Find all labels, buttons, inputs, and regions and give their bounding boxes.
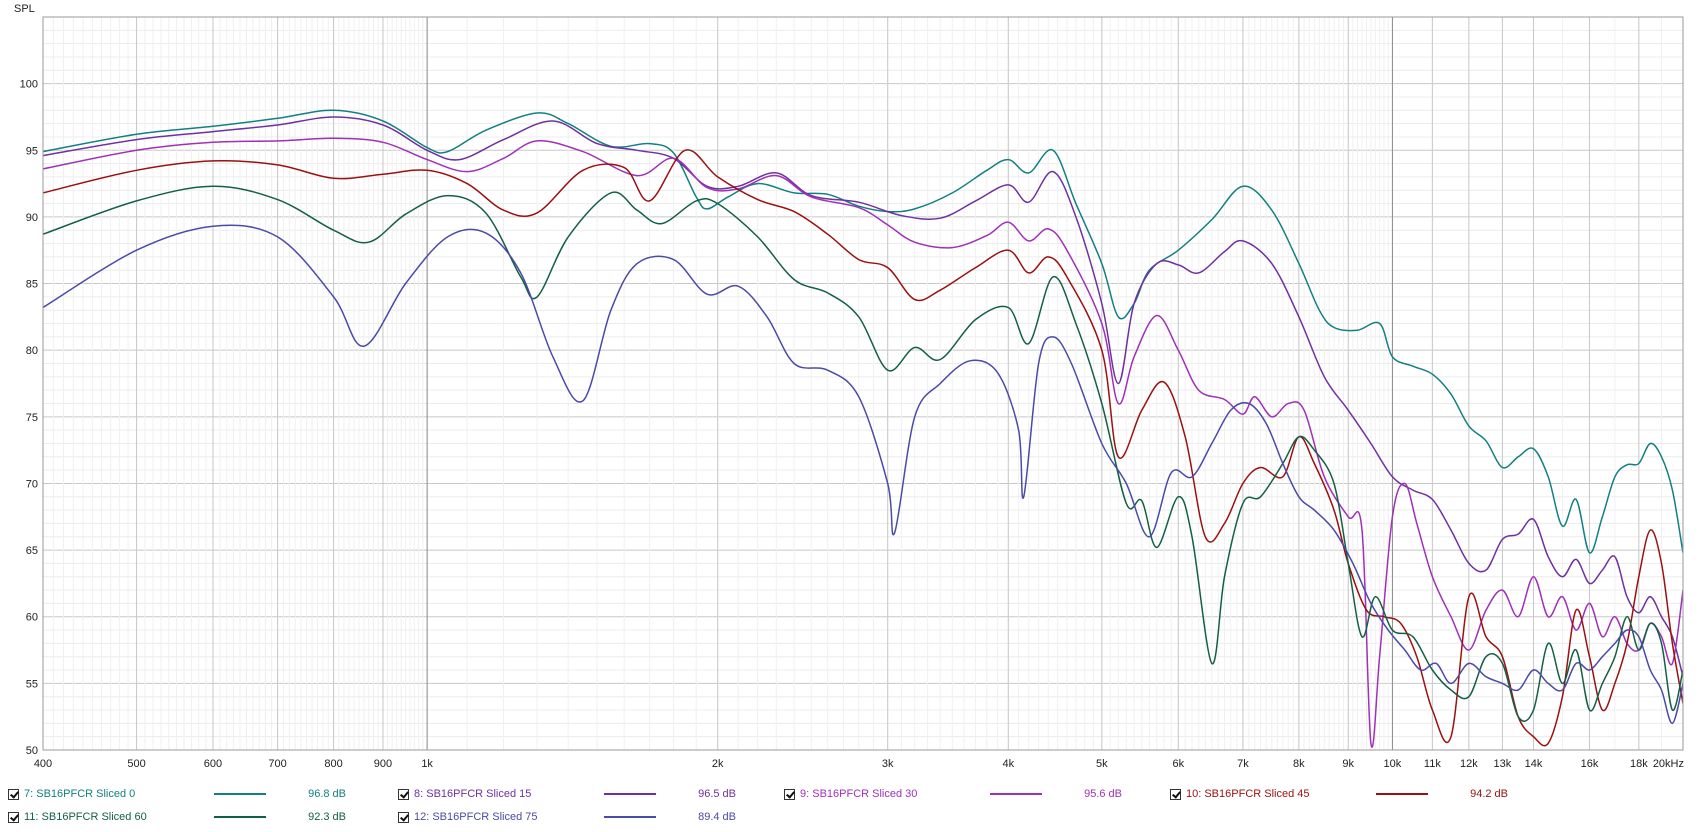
y-tick-label: 75 xyxy=(26,412,38,424)
legend-series-name: 12: SB16PFCR Sliced 75 xyxy=(414,811,538,823)
legend-series-name: 9: SB16PFCR Sliced 30 xyxy=(800,788,918,800)
x-tick-labels: 400 500 600 700 800 900 1k 2k 3k 4k 5k 6k 7k 8k 9k 10k 1… xyxy=(34,758,1684,770)
legend-item: 11: SB16PFCR Sliced 60 92.3 dB xyxy=(8,807,346,827)
legend-swatch xyxy=(604,793,656,795)
y-tick-label: 80 xyxy=(26,345,38,357)
y-tick-label: 95 xyxy=(26,145,38,157)
x-tick-label: 9k xyxy=(1342,758,1354,770)
y-axis-label: SPL xyxy=(14,3,35,15)
legend-value: 94.2 dB xyxy=(1470,788,1508,800)
y-tick-label: 70 xyxy=(26,478,38,490)
series-line-1 xyxy=(43,109,1683,554)
x-tick-label: 14k xyxy=(1525,758,1543,770)
x-tick-label: 8k xyxy=(1293,758,1305,770)
legend-checkbox[interactable] xyxy=(1170,788,1181,800)
legend-item: 7: SB16PFCR Sliced 0 96.8 dB xyxy=(8,784,346,804)
legend-value: 96.8 dB xyxy=(308,788,346,800)
x-tick-label: 7k xyxy=(1237,758,1249,770)
x-tick-label: 10k xyxy=(1384,758,1402,770)
legend-value: 92.3 dB xyxy=(308,811,346,823)
legend-checkbox[interactable] xyxy=(398,788,409,800)
x-tick-label: 1k xyxy=(421,758,433,770)
x-tick-label: 11k xyxy=(1424,758,1441,770)
legend-item: 8: SB16PFCR Sliced 15 96.5 dB xyxy=(398,784,736,804)
x-tick-label: 800 xyxy=(324,758,342,770)
plot-frame xyxy=(42,16,1684,751)
x-tick-label: 4k xyxy=(1002,758,1014,770)
series-line-2 xyxy=(43,116,1683,677)
legend-swatch xyxy=(990,793,1042,795)
legend-checkbox[interactable] xyxy=(8,811,19,823)
legend-item: 9: SB16PFCR Sliced 30 95.6 dB xyxy=(784,784,1122,804)
legend-series-name: 11: SB16PFCR Sliced 60 xyxy=(24,811,147,823)
frequency-response-chart: SPL 50 55 60 65 70 75 80 85 90 95 100 400 500 600 700… xyxy=(14,3,1684,770)
legend-value: 95.6 dB xyxy=(1084,788,1122,800)
series-line-4 xyxy=(43,149,1683,747)
series-line-6 xyxy=(43,224,1683,725)
x-tick-label: 500 xyxy=(127,758,145,770)
legend-item: 10: SB16PFCR Sliced 45 94.2 dB xyxy=(1170,784,1508,804)
x-tick-label: 6k xyxy=(1172,758,1184,770)
x-tick-label: 12k xyxy=(1460,758,1478,770)
series-line-5 xyxy=(43,185,1683,722)
legend-value: 96.5 dB xyxy=(698,788,736,800)
y-tick-label: 100 xyxy=(20,79,38,91)
x-tick-label: 3k xyxy=(882,758,894,770)
x-tick-label: 700 xyxy=(268,758,286,770)
legend-swatch xyxy=(214,816,266,818)
series-lines xyxy=(43,109,1683,748)
y-tick-labels: 50 55 60 65 70 75 80 85 90 95 100 xyxy=(20,79,38,757)
y-tick-label: 50 xyxy=(26,745,38,757)
legend-value: 89.4 dB xyxy=(698,811,736,823)
legend-series-name: 10: SB16PFCR Sliced 45 xyxy=(1186,788,1310,800)
x-tick-label: 600 xyxy=(204,758,222,770)
legend: 7: SB16PFCR Sliced 0 96.8 dB 8: SB16PFCR S… xyxy=(0,784,1703,832)
legend-checkbox[interactable] xyxy=(784,788,795,800)
x-tick-label: 20kHz xyxy=(1653,758,1684,770)
legend-swatch xyxy=(214,793,266,795)
legend-checkbox[interactable] xyxy=(398,811,409,823)
x-tick-label: 2k xyxy=(712,758,724,770)
y-tick-label: 65 xyxy=(26,545,38,557)
y-tick-label: 90 xyxy=(26,212,38,224)
legend-series-name: 7: SB16PFCR Sliced 0 xyxy=(24,788,136,800)
y-tick-label: 60 xyxy=(26,612,38,624)
legend-swatch xyxy=(1376,793,1428,795)
x-tick-label: 13k xyxy=(1494,758,1512,770)
series-line-3 xyxy=(43,137,1683,748)
legend-checkbox[interactable] xyxy=(8,788,19,800)
legend-swatch xyxy=(604,816,656,818)
legend-series-name: 8: SB16PFCR Sliced 15 xyxy=(414,788,532,800)
x-tick-label: 5k xyxy=(1096,758,1108,770)
x-tick-label: 900 xyxy=(374,758,392,770)
x-tick-label: 18k xyxy=(1630,758,1648,770)
x-tick-label: 400 xyxy=(34,758,52,770)
y-tick-label: 55 xyxy=(26,678,38,690)
y-tick-label: 85 xyxy=(26,279,38,291)
legend-item: 12: SB16PFCR Sliced 75 89.4 dB xyxy=(398,807,736,827)
x-tick-label: 16k xyxy=(1581,758,1599,770)
